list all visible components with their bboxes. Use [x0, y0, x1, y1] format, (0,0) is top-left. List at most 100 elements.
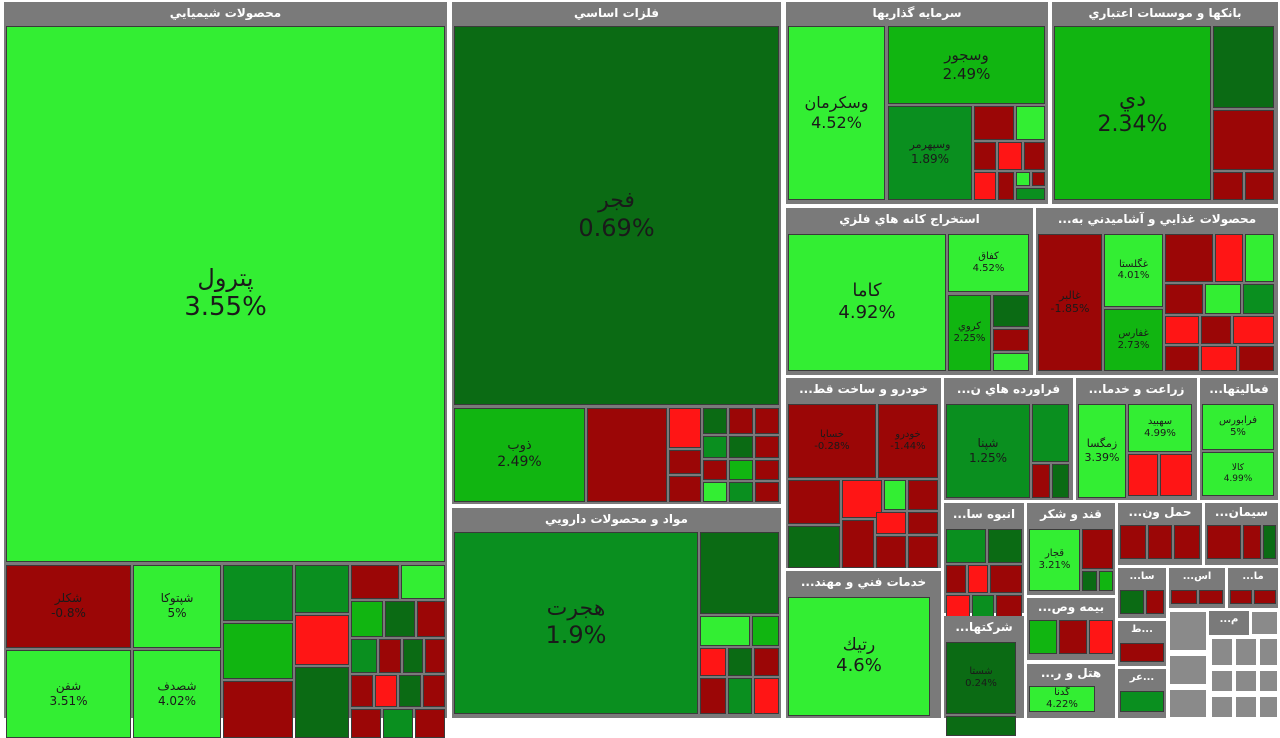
- stock-tile-small[interactable]: [1082, 571, 1097, 591]
- stock-tile-small[interactable]: [399, 675, 421, 707]
- stock-tile-small[interactable]: [876, 536, 906, 568]
- sector-s6[interactable]: استخراج كانه هاي فلزي كاما 4.92% كفاق 4.52% ك…: [786, 208, 1033, 375]
- sector-s23[interactable]: م...: [1209, 611, 1249, 635]
- stock-tile-small[interactable]: [876, 512, 906, 534]
- stock-tile-small[interactable]: [990, 565, 1022, 593]
- sector-s18[interactable]: بيمه وص...: [1027, 598, 1115, 660]
- stock-tile-هجرت[interactable]: هجرت 1.9%: [454, 532, 698, 714]
- stock-tile-small[interactable]: [703, 408, 727, 434]
- sector-s1[interactable]: محصولات شيميايي پترول 3.55% شكلر -0.8% شپتوكا…: [4, 2, 447, 738]
- stock-tile-small[interactable]: [754, 648, 779, 676]
- stock-tile-small[interactable]: [295, 615, 349, 665]
- stock-tile-small[interactable]: [988, 529, 1022, 563]
- stock-tile-small[interactable]: [1215, 234, 1243, 282]
- stock-tile-سهبيد[interactable]: سهبيد 4.99%: [1128, 404, 1192, 452]
- stock-tile-small[interactable]: [401, 565, 445, 599]
- stock-tile-small[interactable]: [1120, 590, 1144, 614]
- stock-tile-small[interactable]: [993, 295, 1029, 327]
- stock-tile-small[interactable]: [993, 329, 1029, 351]
- stock-tile-small[interactable]: [703, 482, 727, 502]
- sector-s25[interactable]: ...عر: [1118, 669, 1166, 718]
- stock-tile-small[interactable]: [700, 532, 779, 614]
- stock-tile-small[interactable]: [788, 480, 840, 524]
- sector-s17[interactable]: شركتها... شستا 0.24%: [944, 616, 1024, 736]
- stock-tile-small[interactable]: [1239, 346, 1274, 371]
- sector-s10[interactable]: زراعت و خدما... زمگسا 3.39% سهبيد 4.99%: [1076, 378, 1197, 500]
- stock-tile-small[interactable]: [842, 520, 874, 568]
- stock-tile-small[interactable]: [1205, 284, 1241, 314]
- stock-tile-small[interactable]: [1128, 454, 1158, 496]
- stock-tile-small[interactable]: [998, 142, 1022, 170]
- stock-tile-small[interactable]: [351, 601, 383, 637]
- stock-tile-small[interactable]: [351, 675, 373, 707]
- stock-tile-small[interactable]: [729, 436, 753, 458]
- stock-tile-small[interactable]: [700, 678, 726, 714]
- stock-tile-small[interactable]: [1171, 590, 1197, 604]
- sector-s9[interactable]: فراورده هاي ن... شپنا 1.25%: [944, 378, 1073, 500]
- stock-tile-small[interactable]: [968, 565, 988, 593]
- sector-s2[interactable]: فلزات اساسي فجر 0.69% ذوب 2.49%: [452, 2, 781, 504]
- stock-tile-كاما[interactable]: كاما 4.92%: [788, 234, 946, 371]
- stock-tile-small[interactable]: [974, 106, 1014, 140]
- stock-tile-small[interactable]: [1016, 172, 1030, 186]
- sector-s15[interactable]: سيمان...: [1205, 503, 1278, 565]
- stock-tile-small[interactable]: [908, 480, 938, 510]
- stock-tile-شپتوكا[interactable]: شپتوكا 5%: [133, 565, 221, 648]
- stock-tile-كفاق[interactable]: كفاق 4.52%: [948, 234, 1029, 292]
- stock-tile-پترول[interactable]: پترول 3.55%: [6, 26, 445, 562]
- stock-tile-small[interactable]: [295, 565, 349, 613]
- stock-tile-small[interactable]: [295, 667, 349, 738]
- stock-tile-small[interactable]: [700, 648, 726, 676]
- stock-tile-small[interactable]: [755, 436, 779, 458]
- stock-tile-خساپا[interactable]: خساپا -0.28%: [788, 404, 876, 478]
- stock-tile-small[interactable]: [1089, 620, 1113, 654]
- stock-tile-كالا[interactable]: كالا 4.99%: [1202, 452, 1274, 496]
- stock-tile-small[interactable]: [729, 408, 753, 434]
- stock-tile-small[interactable]: [1213, 110, 1274, 170]
- stock-tile-small[interactable]: [351, 639, 377, 673]
- stock-tile-small[interactable]: [1201, 316, 1231, 344]
- stock-tile-small[interactable]: [351, 565, 399, 599]
- stock-tile-small[interactable]: [351, 709, 381, 738]
- stock-tile-small[interactable]: [1120, 643, 1164, 662]
- sector-s22[interactable]: ما...: [1228, 568, 1278, 608]
- stock-tile-غالبر[interactable]: غالبر -1.85%: [1038, 234, 1102, 371]
- sector-s14[interactable]: حمل ون...: [1118, 503, 1202, 565]
- stock-tile-small[interactable]: [1165, 284, 1203, 314]
- stock-tile-small[interactable]: [1099, 571, 1113, 591]
- stock-tile-small[interactable]: [375, 675, 397, 707]
- stock-tile-زمگسا[interactable]: زمگسا 3.39%: [1078, 404, 1126, 498]
- stock-tile-small[interactable]: [385, 601, 415, 637]
- stock-tile-small[interactable]: [703, 460, 727, 480]
- sector-s11[interactable]: فعاليتها... فرابورس 5% كالا 4.99%: [1200, 378, 1278, 500]
- stock-tile-small[interactable]: [700, 616, 750, 646]
- stock-tile-small[interactable]: [587, 408, 667, 502]
- stock-tile-small[interactable]: [1160, 454, 1192, 496]
- stock-tile-small[interactable]: [884, 480, 906, 510]
- stock-tile-small[interactable]: [1120, 691, 1164, 712]
- stock-tile-small[interactable]: [842, 480, 882, 518]
- stock-tile-small[interactable]: [755, 408, 779, 434]
- sector-s4[interactable]: سرمايه گذاريها وسكرمان 4.52% وسجور 2.49% وسپه…: [786, 2, 1048, 204]
- stock-tile-small[interactable]: [998, 172, 1014, 200]
- stock-tile-small[interactable]: [755, 460, 779, 480]
- stock-tile-small[interactable]: [788, 526, 840, 568]
- stock-tile-small[interactable]: [752, 616, 779, 646]
- stock-tile-small[interactable]: [1165, 316, 1199, 344]
- stock-tile-شستا[interactable]: شستا 0.24%: [946, 642, 1016, 714]
- stock-tile-small[interactable]: [1059, 620, 1087, 654]
- stock-tile-شفن[interactable]: شفن 3.51%: [6, 650, 131, 738]
- stock-tile-small[interactable]: [669, 450, 701, 474]
- stock-tile-small[interactable]: [729, 460, 753, 480]
- stock-tile-غفارس[interactable]: غفارس 2.73%: [1104, 309, 1163, 371]
- stock-tile-گدنا[interactable]: گدنا 4.22%: [1029, 686, 1095, 712]
- stock-tile-small[interactable]: [1032, 464, 1050, 498]
- stock-tile-small[interactable]: [415, 709, 445, 738]
- stock-tile-small[interactable]: [1032, 404, 1069, 462]
- stock-tile-small[interactable]: [1082, 529, 1113, 569]
- stock-tile-small[interactable]: [423, 675, 445, 707]
- sector-s16[interactable]: خدمات فني و مهند... رتيك 4.6%: [786, 571, 941, 718]
- stock-tile-فرابورس[interactable]: فرابورس 5%: [1202, 404, 1274, 450]
- stock-tile-small[interactable]: [1263, 525, 1276, 559]
- stock-tile-small[interactable]: [1243, 284, 1274, 314]
